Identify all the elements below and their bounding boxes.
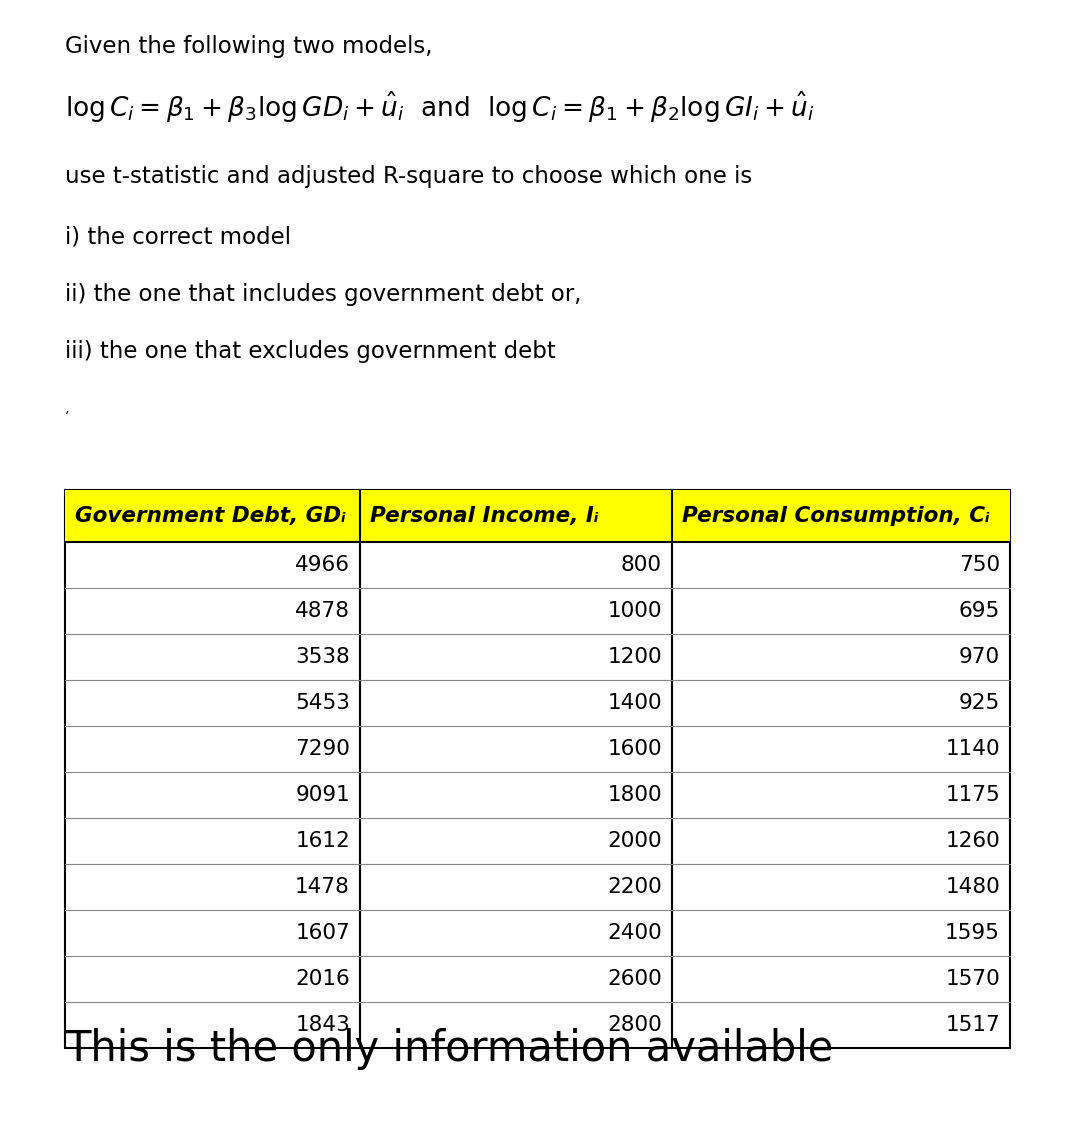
Text: 925: 925 — [958, 694, 1000, 713]
Text: 695: 695 — [958, 601, 1000, 620]
Text: 4966: 4966 — [295, 555, 349, 575]
Text: i) the correct model: i) the correct model — [65, 225, 291, 248]
Bar — [65, 490, 360, 542]
Text: 1595: 1595 — [946, 923, 1000, 943]
Bar — [672, 490, 1010, 542]
Text: 1600: 1600 — [608, 738, 662, 759]
Text: ’: ’ — [65, 410, 70, 424]
Text: 1612: 1612 — [295, 831, 349, 851]
Text: 1480: 1480 — [946, 877, 1000, 897]
Text: 9091: 9091 — [295, 785, 349, 805]
Text: Government Debt, GDᵢ: Government Debt, GDᵢ — [75, 506, 346, 526]
Text: 1607: 1607 — [295, 923, 349, 943]
Text: 1843: 1843 — [295, 1015, 349, 1035]
Text: 2800: 2800 — [607, 1015, 662, 1035]
Text: 1400: 1400 — [608, 694, 662, 713]
Text: 970: 970 — [958, 647, 1000, 667]
Text: 2000: 2000 — [608, 831, 662, 851]
Text: 2200: 2200 — [607, 877, 662, 897]
Text: 750: 750 — [958, 555, 1000, 575]
Text: 5453: 5453 — [295, 694, 349, 713]
Text: Given the following two models,: Given the following two models, — [65, 35, 432, 58]
Text: $\log C_i = \beta_1 + \beta_3 \log GD_i + \hat{u}_i$$\ \ \mathrm{and}\ \ $$\log : $\log C_i = \beta_1 + \beta_3 \log GD_i … — [65, 90, 815, 125]
Text: 1175: 1175 — [946, 785, 1000, 805]
Text: iii) the one that excludes government debt: iii) the one that excludes government de… — [65, 339, 555, 363]
Text: 1800: 1800 — [608, 785, 662, 805]
Text: 2400: 2400 — [607, 923, 662, 943]
Text: ii) the one that includes government debt or,: ii) the one that includes government deb… — [65, 283, 581, 306]
Text: 800: 800 — [621, 555, 662, 575]
Bar — [65, 490, 1010, 1048]
Text: 7290: 7290 — [295, 738, 349, 759]
Bar — [360, 490, 672, 542]
Text: 1570: 1570 — [946, 969, 1000, 989]
Text: 1478: 1478 — [295, 877, 349, 897]
Text: Personal Income, Iᵢ: Personal Income, Iᵢ — [370, 506, 598, 526]
Text: This is the only information available: This is the only information available — [65, 1028, 833, 1070]
Text: 1517: 1517 — [946, 1015, 1000, 1035]
Text: 1200: 1200 — [608, 647, 662, 667]
Text: 4878: 4878 — [295, 601, 349, 620]
Text: use t-statistic and adjusted R-square to choose which one is: use t-statistic and adjusted R-square to… — [65, 165, 753, 188]
Text: 2600: 2600 — [607, 969, 662, 989]
Text: 1260: 1260 — [946, 831, 1000, 851]
Text: 1140: 1140 — [946, 738, 1000, 759]
Text: Personal Consumption, Cᵢ: Personal Consumption, Cᵢ — [682, 506, 989, 526]
Text: 3538: 3538 — [295, 647, 349, 667]
Text: 1000: 1000 — [608, 601, 662, 620]
Text: 2016: 2016 — [295, 969, 349, 989]
